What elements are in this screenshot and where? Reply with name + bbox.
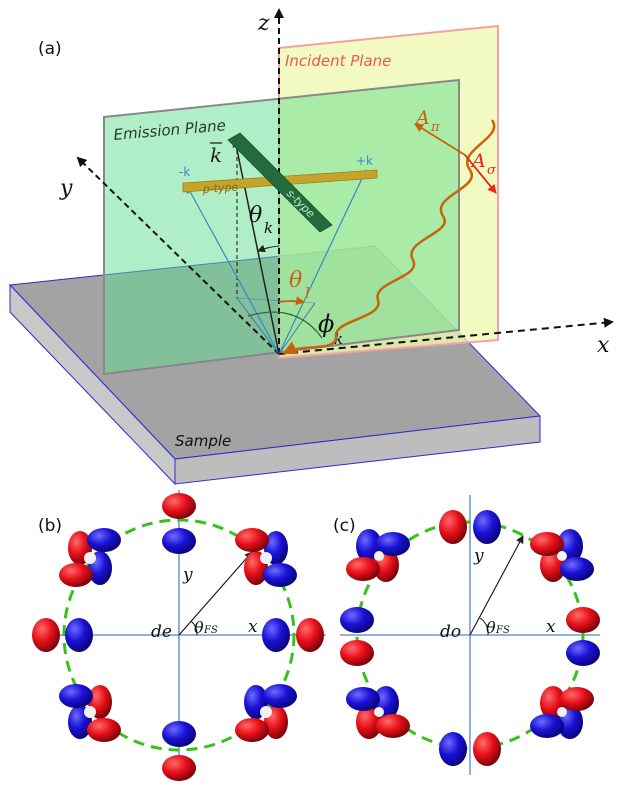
y-axis bbox=[76, 156, 280, 355]
panel-c-label: (c) bbox=[333, 516, 356, 536]
panel-c-theta-arc bbox=[479, 617, 489, 636]
panel-b-orbital-right bbox=[262, 618, 324, 652]
panel-c-y-label: y bbox=[473, 546, 484, 566]
a-sigma-subscript: σ bbox=[487, 163, 497, 178]
x-axis-label: x bbox=[597, 333, 610, 358]
phi-k-arc bbox=[247, 311, 323, 339]
panel-b-orbital-top-left bbox=[59, 528, 121, 587]
panel-c-orbital-top-left bbox=[346, 529, 410, 582]
a-sigma-symbol: A bbox=[470, 150, 486, 172]
panel-c-orbital-left bbox=[340, 607, 374, 666]
plus-k-vector bbox=[278, 169, 367, 355]
a-pi-arrow bbox=[414, 123, 466, 156]
a-pi-subscript: π bbox=[430, 120, 440, 135]
k-label: k bbox=[210, 143, 222, 167]
panel-b-orbital-bottom-right bbox=[235, 684, 297, 742]
theta-k-symbol: θ bbox=[249, 203, 262, 228]
panel-b-theta-arc bbox=[190, 620, 198, 636]
theta-l-arc bbox=[278, 296, 305, 306]
panel-c-center-label: do bbox=[440, 622, 461, 642]
x-axis bbox=[278, 317, 614, 355]
z-axis-label: z bbox=[257, 11, 270, 36]
panel-b-theta-symbol: θ bbox=[194, 618, 204, 637]
panel-c-orbital-top bbox=[439, 510, 501, 544]
p-type-label: p-type bbox=[201, 181, 239, 197]
panel-b: (b) de θ FS x y bbox=[32, 490, 326, 781]
y-axis-label: y bbox=[59, 176, 73, 201]
panel-c-theta-symbol: θ bbox=[486, 618, 496, 637]
panel-b-fermi-circle bbox=[62, 518, 296, 752]
panel-c-orbital-bottom-right bbox=[530, 686, 594, 739]
panel-c-kf-arrow bbox=[469, 535, 524, 636]
panel-a: (a) Sample Incident Plane Emission Plane… bbox=[8, 8, 614, 486]
panel-b-center-label: de bbox=[151, 622, 172, 642]
panel-c-fermi-circle bbox=[355, 520, 585, 750]
panel-c-orbital-right bbox=[566, 607, 600, 666]
theta-l-subscript: l bbox=[305, 284, 310, 302]
phi-k-symbol: ϕ bbox=[318, 310, 334, 338]
panel-c-x-label: x bbox=[546, 617, 556, 637]
panel-b-orbital-bottom-left bbox=[59, 684, 121, 742]
s-type-bar bbox=[227, 132, 333, 233]
panel-b-label: (b) bbox=[38, 516, 62, 536]
a-pi-symbol: A bbox=[414, 107, 430, 129]
panel-c-orbital-bottom-left bbox=[346, 686, 410, 739]
panel-b-orbital-bottom bbox=[162, 721, 196, 781]
sample-label: Sample bbox=[175, 432, 231, 450]
panel-b-orbital-left bbox=[32, 618, 93, 652]
panel-c-orbital-top-right bbox=[530, 529, 594, 582]
panel-b-orbital-top-right bbox=[235, 528, 297, 587]
theta-l-symbol: θ bbox=[289, 268, 302, 293]
emission-plane bbox=[103, 78, 460, 376]
panel-b-y-label: y bbox=[182, 565, 193, 585]
panel-c-orbital-bottom bbox=[439, 732, 501, 766]
panel-a-label: (a) bbox=[38, 39, 62, 59]
panel-c-theta-subscript: FS bbox=[495, 625, 510, 636]
phi-k-subscript: k bbox=[334, 330, 343, 348]
k-vector bbox=[232, 139, 280, 355]
panel-b-orbital-top bbox=[162, 493, 196, 554]
a-sigma-arrow bbox=[464, 154, 497, 194]
incident-light-wave bbox=[282, 119, 496, 355]
minus-k-vector bbox=[186, 185, 280, 355]
panel-c: (c) do θ FS x y bbox=[333, 495, 600, 775]
minus-k-label: -k bbox=[179, 165, 190, 179]
panel-b-theta-subscript: FS bbox=[203, 625, 218, 636]
plus-k-label: +k bbox=[356, 154, 373, 168]
panel-b-x-label: x bbox=[248, 617, 258, 637]
theta-k-subscript: k bbox=[264, 219, 273, 237]
theta-k-arc bbox=[257, 244, 280, 253]
incident-plane-label: Incident Plane bbox=[285, 52, 391, 70]
